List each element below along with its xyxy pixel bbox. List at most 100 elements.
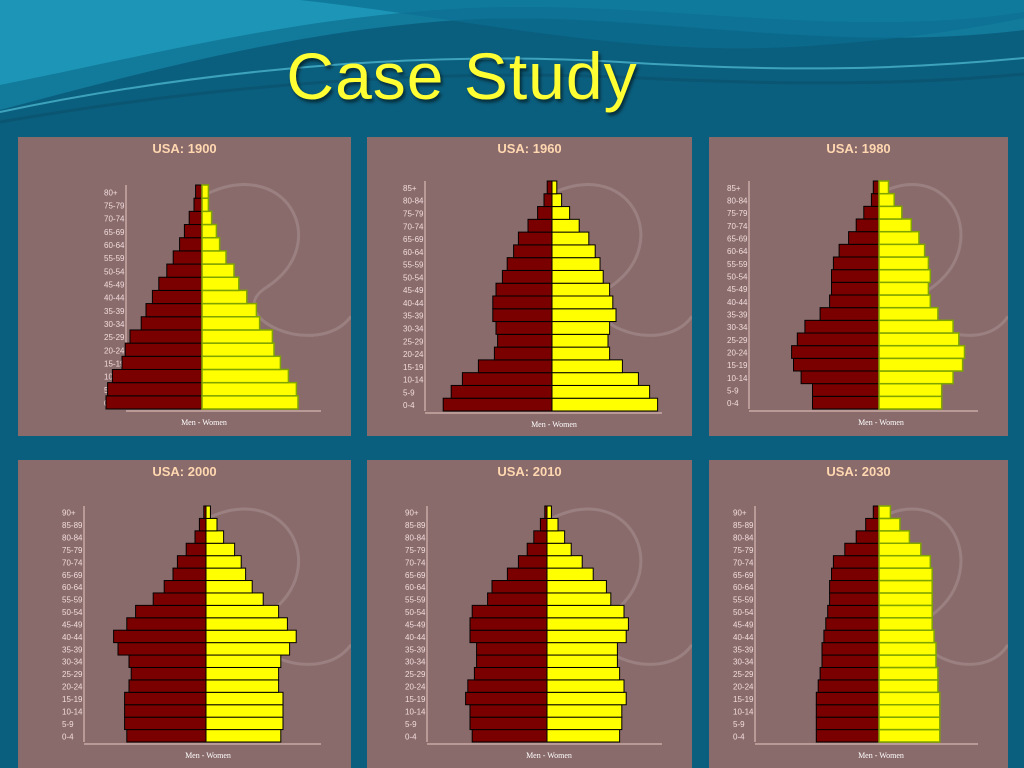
- age-group-label: 30-34: [405, 658, 426, 667]
- women-bar: [878, 395, 943, 410]
- men-bar: [829, 580, 880, 594]
- age-group-label: 30-34: [733, 658, 754, 667]
- women-bar: [878, 281, 930, 296]
- men-bar: [827, 604, 880, 619]
- age-group-label: 55-59: [104, 254, 125, 263]
- men-bar: [442, 397, 553, 412]
- men-bar: [124, 704, 207, 718]
- age-group-label: 30-34: [62, 658, 83, 667]
- men-bar: [140, 316, 203, 331]
- age-group-label: 70-74: [733, 558, 754, 567]
- women-bar: [546, 716, 623, 731]
- women-bar: [878, 230, 920, 246]
- men-bar: [815, 716, 880, 731]
- age-group-label: 90+: [733, 509, 747, 518]
- men-bar: [477, 359, 553, 374]
- age-group-label: 90+: [405, 509, 419, 518]
- age-group-label: 60-64: [403, 248, 424, 257]
- age-group-label: 50-54: [733, 608, 754, 617]
- age-group-label: 85+: [727, 184, 741, 193]
- women-bar: [205, 530, 225, 544]
- men-bar: [872, 505, 880, 519]
- men-bar: [815, 691, 880, 706]
- men-bar: [124, 716, 207, 731]
- chart-title: USA: 2010: [497, 464, 561, 479]
- pyramid-chart: USA: 1960 0-4 5-9 10-14 15-19 20-24 25-29 30-34…: [403, 141, 692, 429]
- age-group-label: 25-29: [62, 670, 83, 679]
- women-bar: [551, 321, 611, 335]
- sex-axis-label: Men - Women: [858, 751, 904, 760]
- age-group-label: 5-9: [62, 720, 74, 729]
- men-bar: [126, 729, 207, 743]
- age-group-label: 40-44: [403, 299, 424, 308]
- men-bar: [831, 281, 880, 296]
- men-bar: [117, 642, 207, 656]
- age-group-label: 65-69: [403, 235, 424, 244]
- age-group-label: 90+: [62, 509, 76, 518]
- age-group-label: 20-24: [62, 683, 83, 692]
- men-bar: [838, 243, 880, 258]
- women-bar: [201, 395, 299, 410]
- women-bar: [546, 617, 629, 631]
- age-group-label: 0-4: [405, 732, 417, 741]
- age-group-label: 45-49: [405, 620, 426, 629]
- women-bar: [551, 282, 611, 297]
- age-group-label: 5-9: [733, 720, 745, 729]
- women-bar: [878, 604, 933, 619]
- women-bar: [878, 703, 941, 718]
- men-bar: [517, 231, 553, 246]
- women-bar: [878, 542, 922, 557]
- pyramid-panel-1980: USA: 1980 0-4 5-9 10-14 15-19 20-24 25-29 30-34…: [709, 137, 1008, 436]
- men-bar: [121, 355, 203, 370]
- women-bar: [878, 382, 943, 398]
- men-bar: [128, 654, 207, 668]
- men-bar: [815, 704, 880, 718]
- women-bar: [205, 617, 288, 631]
- men-bar: [829, 592, 880, 606]
- men-bar: [129, 329, 203, 344]
- age-group-label: 85+: [403, 184, 417, 193]
- men-bar: [471, 604, 548, 619]
- men-bar: [819, 307, 880, 321]
- women-bar: [551, 231, 590, 246]
- women-bar: [878, 306, 939, 322]
- men-bar: [166, 263, 203, 278]
- women-bar: [205, 567, 247, 582]
- men-bar: [533, 530, 548, 544]
- men-bar: [506, 257, 553, 271]
- age-group-label: 70-74: [403, 222, 424, 231]
- pyramid-panel-1960: USA: 1960 0-4 5-9 10-14 15-19 20-24 25-29 30-34…: [367, 137, 692, 436]
- age-group-label: 35-39: [405, 645, 426, 654]
- women-bar: [878, 180, 890, 195]
- women-bar: [201, 276, 240, 292]
- men-bar: [872, 180, 880, 195]
- men-bar: [135, 604, 207, 619]
- men-bar: [152, 592, 207, 606]
- age-group-label: 10-14: [405, 707, 426, 716]
- women-bar: [205, 716, 284, 731]
- age-group-label: 55-59: [405, 596, 426, 605]
- age-group-label: 15-19: [733, 695, 754, 704]
- age-group-label: 50-54: [405, 608, 426, 617]
- age-group-label: 20-24: [104, 346, 125, 355]
- women-bar: [878, 332, 960, 347]
- age-group-label: 50-54: [403, 273, 424, 282]
- men-bar: [179, 237, 203, 252]
- pyramid-panel-1900: USA: 19000-45-910-1415-1920-2425-2930-34…: [18, 137, 351, 436]
- age-group-label: 80-84: [403, 197, 424, 206]
- men-bar: [193, 197, 203, 212]
- women-bar: [546, 517, 559, 532]
- women-bar: [201, 355, 282, 371]
- men-bar: [198, 517, 207, 532]
- age-group-label: 15-19: [104, 360, 125, 369]
- men-bar: [185, 542, 207, 557]
- women-bar: [201, 210, 213, 226]
- women-bar: [546, 729, 621, 743]
- age-group-label: 10-14: [727, 374, 748, 383]
- women-bar: [551, 397, 659, 412]
- men-bar: [476, 654, 548, 668]
- women-bar: [205, 654, 282, 668]
- women-bar: [205, 691, 284, 706]
- men-bar: [823, 629, 880, 644]
- men-bar: [546, 180, 553, 195]
